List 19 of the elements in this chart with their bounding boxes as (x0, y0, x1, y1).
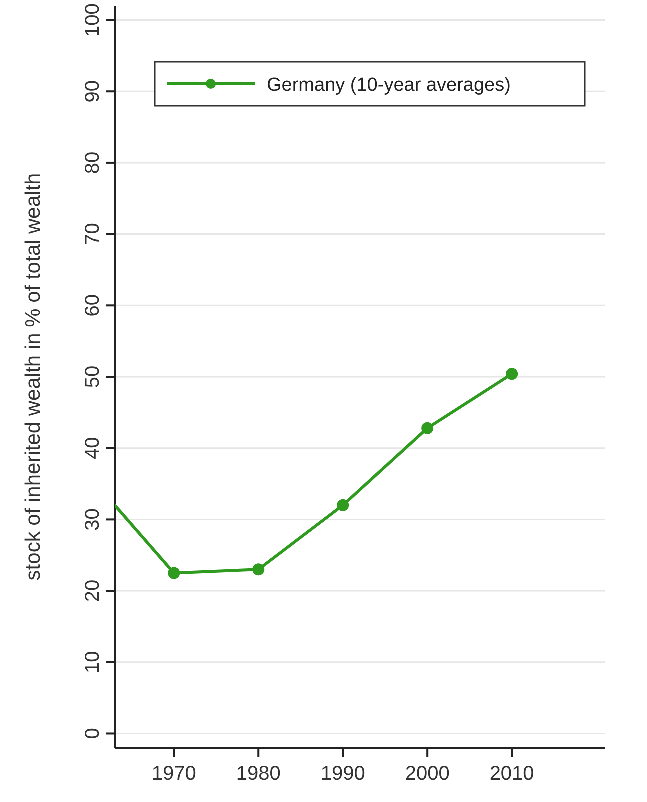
x-tick-label: 2010 (490, 763, 534, 785)
y-tick-label: 20 (82, 580, 104, 602)
legend-label: Germany (10-year averages) (267, 75, 511, 96)
legend-key: Germany (10-year averages) (167, 75, 511, 96)
y-tick-label: 100 (82, 4, 104, 37)
y-tick-label: 70 (82, 223, 104, 246)
y-tick-label: 50 (82, 366, 104, 388)
y-tick-label: 30 (82, 508, 104, 531)
y-tick-label: 0 (82, 728, 104, 740)
x-tick-label: 1970 (152, 763, 196, 785)
y-tick-label: 60 (82, 294, 104, 317)
y-tick-label: 80 (82, 152, 104, 174)
y-tick-label: 90 (82, 80, 104, 103)
y-tick-label: 40 (82, 437, 104, 460)
x-tick-label: 2000 (405, 763, 450, 785)
y-axis-title: stock of inherited wealth in % of total wealth (22, 173, 45, 581)
x-tick-label: 1980 (236, 763, 281, 785)
y-tick-label: 10 (82, 651, 104, 674)
x-tick-label: 1990 (320, 763, 366, 785)
